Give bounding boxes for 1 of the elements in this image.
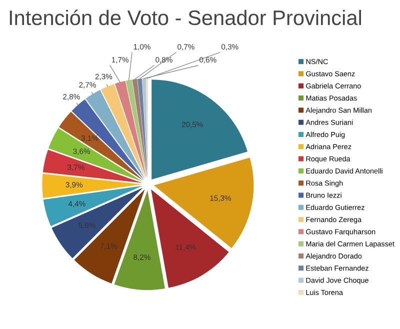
chart-title: Intención de Voto - Senador Provincial (10, 10, 361, 26)
